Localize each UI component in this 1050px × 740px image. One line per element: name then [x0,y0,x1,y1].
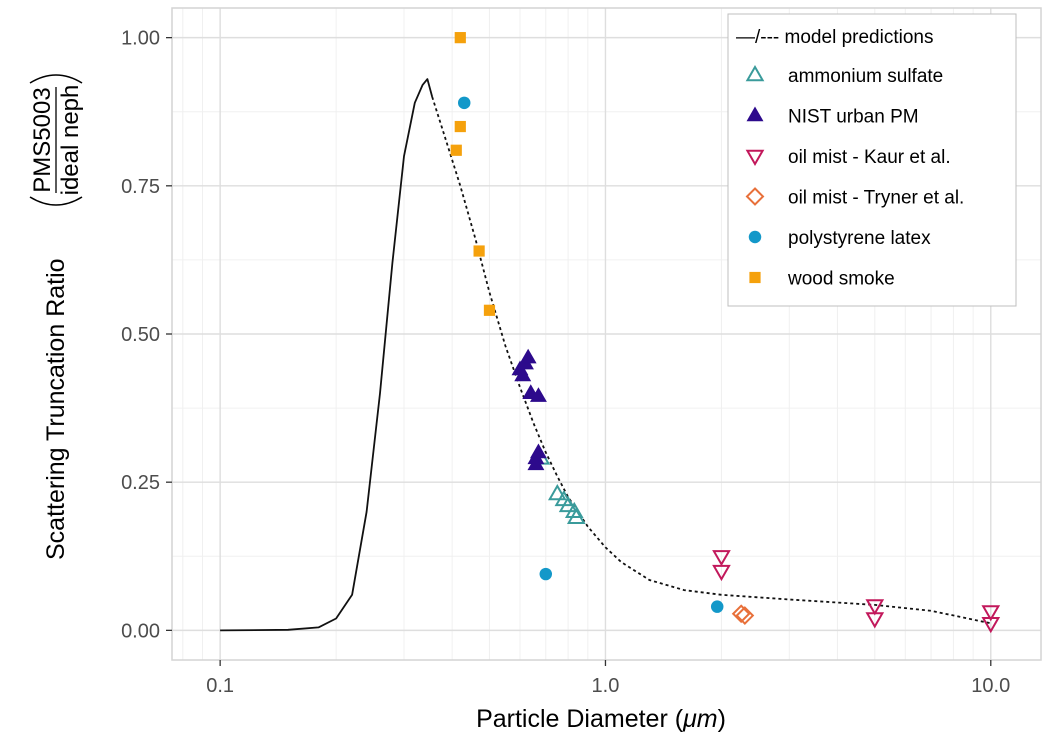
legend: —/--- model predictions ammonium sulfate… [727,13,1017,307]
oil-mist-kaur-et-al-point [865,612,885,629]
polystyrene-latex-point [710,600,724,613]
nist-urban-pm-point [529,443,547,459]
ammonium-sulfate-point [547,484,567,501]
axis-ticks: 0.1 1.0 10.0 0.00 0.25 0.50 0.75 1.00 [121,28,1010,697]
oil-mist-kaur-et-al-point [981,605,1001,622]
y-axis-title-right-paren [29,74,83,84]
ammonium-sulfate-point [566,507,586,524]
legend-label-wood-smoke: wood smoke [787,269,895,290]
y-tick-label: 0.75 [121,176,160,198]
x-tick-label: 1.0 [592,675,620,697]
nist-urban-pm-point [519,348,537,364]
x-tick-label: 0.1 [206,675,234,697]
legend-key-polystyrene-latex [748,230,762,244]
oil-mist-kaur-et-al-point [712,564,731,582]
model-line-solid [220,78,434,632]
y-axis-title-main: Scattering Truncation Ratio [42,258,70,560]
polystyrene-latex-point [457,96,471,110]
legend-label-nist-urban-pm: NIST urban PM [788,107,919,128]
wood-smoke-point [483,304,496,316]
y-tick-label: 0.50 [121,324,160,346]
x-axis-title-unit: μm [682,705,718,733]
model-lines [220,78,991,632]
legend-items: ammonium sulfate NIST urban PM oil mist - … [745,64,964,290]
y-tick-label: 0.00 [121,620,160,642]
legend-label-ammonium-sulfate: ammonium sulfate [788,66,943,87]
y-tick-label: 0.25 [121,472,160,494]
ammonium-sulfate-point [558,495,578,513]
x-tick-label: 10.0 [971,675,1010,697]
wood-smoke-point [454,120,466,133]
markers [450,32,1001,634]
y-axis-title-left-paren [29,196,83,206]
legend-key-oil-mist-kaur-et-al [745,149,765,167]
legend-box [727,13,1017,307]
ammonium-sulfate-point [564,501,584,519]
wood-smoke-point [454,32,466,44]
model-line-dashed [431,96,991,625]
oil-mist-tryner-et-al-point [735,606,755,625]
legend-key-nist-urban-pm [746,106,764,122]
legend-title: —/--- model predictions [736,27,933,48]
x-axis-title-suffix: ) [718,705,726,733]
y-axis-title-numerator: PMS5003 [29,87,56,192]
oil-mist-kaur-et-al-point [865,599,885,616]
legend-label-polystyrene-latex: polystyrene latex [788,228,931,249]
oil-mist-tryner-et-al-point [731,604,751,624]
x-axis-title-prefix: Particle Diameter ( [476,705,684,733]
oil-mist-kaur-et-al-point [981,617,1001,634]
legend-label-oil-mist-tryner-et-al: oil mist - Tryner et al. [788,188,964,209]
y-axis-title: Scattering Truncation Ratio PMS5003 idea… [29,74,84,560]
nist-urban-pm-point [529,387,547,402]
legend-key-oil-mist-tryner-et-al [745,187,765,206]
polystyrene-latex-point [539,567,553,581]
legend-key-ammonium-sulfate [745,64,765,82]
y-tick-label: 1.00 [121,28,160,50]
grid-major [172,8,1041,660]
legend-key-wood-smoke [749,271,761,284]
wood-smoke-point [450,144,462,156]
legend-label-oil-mist-kaur-et-al: oil mist - Kaur et al. [788,147,951,168]
oil-mist-kaur-et-al-point [712,550,731,567]
wood-smoke-point [473,245,485,257]
nist-urban-pm-point [527,455,545,471]
nist-urban-pm-point [514,366,532,382]
x-axis-title: Particle Diameter (μm) [476,705,726,733]
y-axis-title-denominator: ideal neph [57,85,84,196]
